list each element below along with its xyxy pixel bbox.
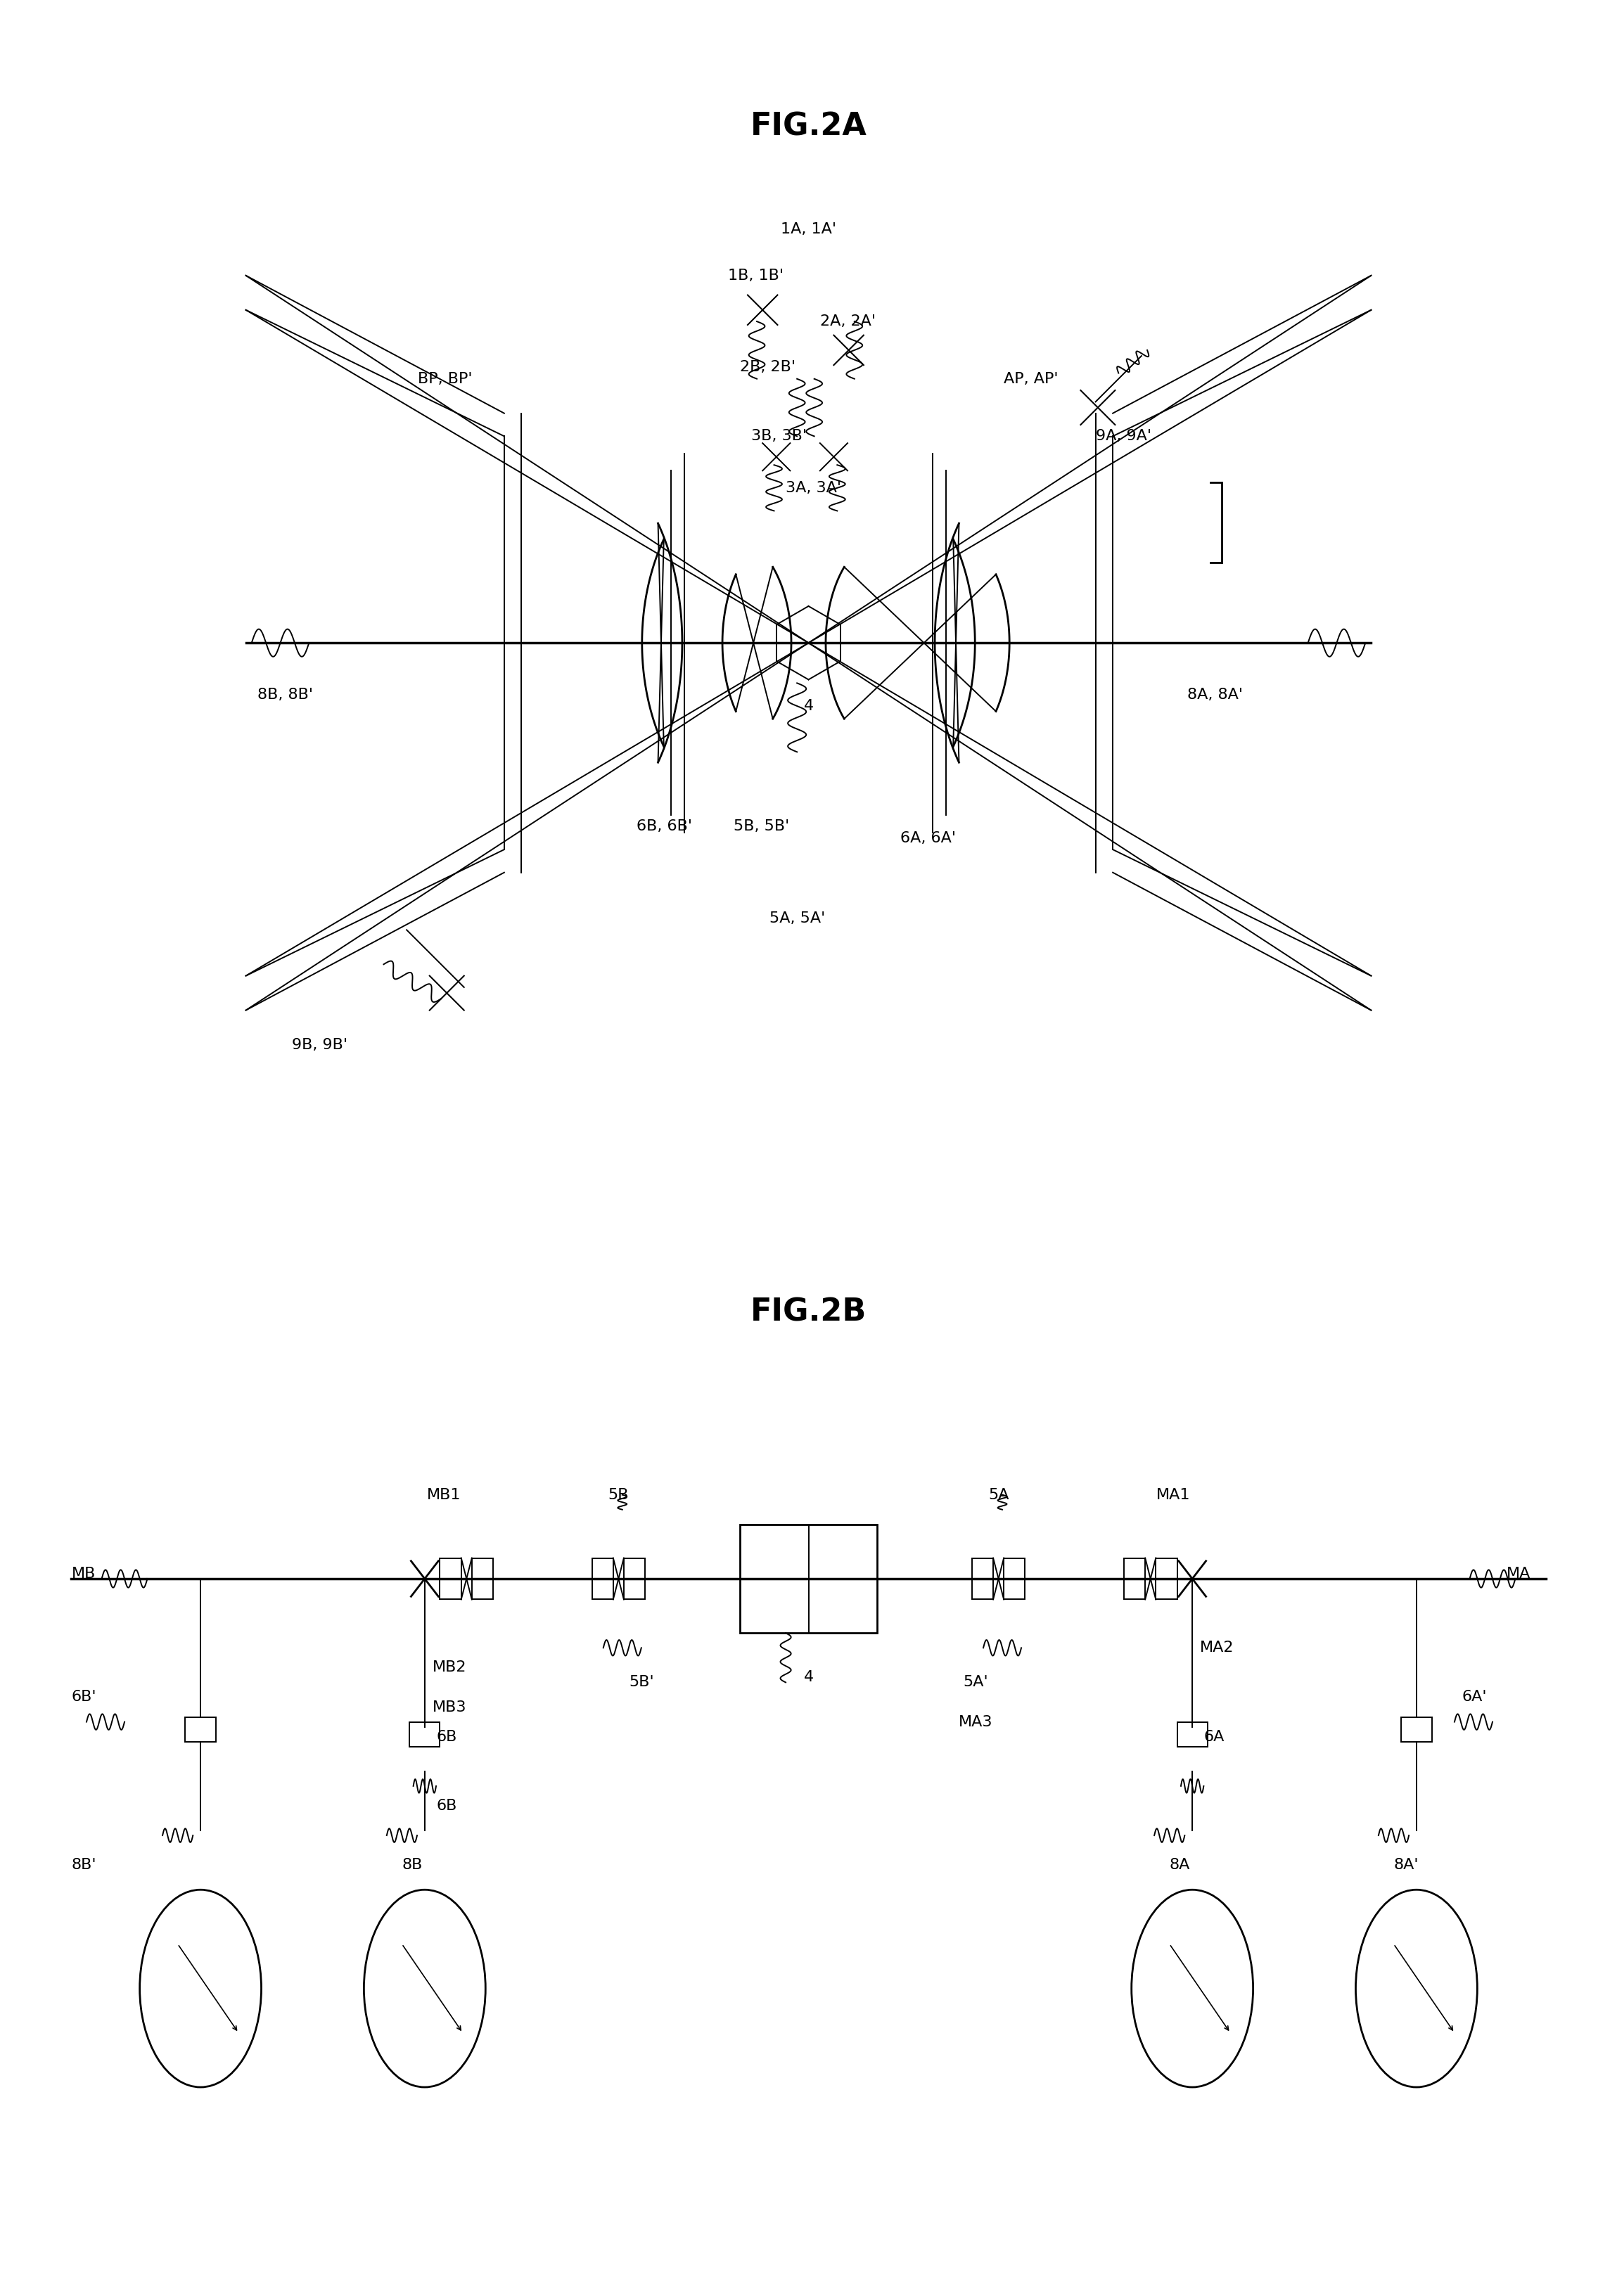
Ellipse shape [1132, 1890, 1253, 2087]
Text: BP, BP': BP, BP' [419, 372, 472, 386]
Text: MA: MA [1507, 1566, 1530, 1582]
Text: 8A': 8A' [1394, 1857, 1418, 1871]
Bar [186, 1717, 215, 1743]
Bar [409, 1722, 440, 1747]
Text: 6A: 6A [1203, 1729, 1224, 1743]
Bar [1177, 1722, 1208, 1747]
Bar [741, 1525, 876, 1632]
Text: AP, AP': AP, AP' [1004, 372, 1058, 386]
Bar [592, 1559, 613, 1600]
Text: MB: MB [71, 1566, 95, 1582]
Ellipse shape [364, 1890, 485, 2087]
Text: MB2: MB2 [432, 1660, 466, 1674]
Text: FIG.2B: FIG.2B [750, 1297, 867, 1327]
Text: 3B, 3B': 3B, 3B' [750, 429, 807, 443]
Text: 5A: 5A [988, 1488, 1009, 1502]
Text: 6B: 6B [437, 1798, 456, 1814]
Ellipse shape [139, 1890, 262, 2087]
Text: 8A: 8A [1169, 1857, 1190, 1871]
Bar [1156, 1559, 1177, 1600]
Bar [472, 1559, 493, 1600]
Text: 2A, 2A': 2A, 2A' [820, 315, 875, 328]
Text: MB1: MB1 [427, 1488, 461, 1502]
Text: MB3: MB3 [432, 1699, 466, 1715]
Text: 5B: 5B [608, 1488, 629, 1502]
Ellipse shape [1355, 1890, 1478, 2087]
Text: 1B, 1B': 1B, 1B' [728, 269, 784, 282]
Text: 5A': 5A' [964, 1676, 988, 1690]
Text: 8A, 8A': 8A, 8A' [1187, 687, 1243, 703]
Text: 5B': 5B' [629, 1676, 653, 1690]
Bar [972, 1559, 993, 1600]
Bar [1004, 1559, 1025, 1600]
Text: 5B, 5B': 5B, 5B' [734, 820, 789, 833]
Text: 1A, 1A': 1A, 1A' [781, 223, 836, 236]
Text: 5A, 5A': 5A, 5A' [770, 912, 825, 925]
Bar [1402, 1717, 1431, 1743]
Text: 8B: 8B [403, 1857, 422, 1871]
Bar [624, 1559, 645, 1600]
Text: 8B, 8B': 8B, 8B' [257, 687, 314, 703]
Text: MA2: MA2 [1200, 1642, 1234, 1655]
Text: FIG.2A: FIG.2A [750, 110, 867, 142]
Text: 9A, 9A': 9A, 9A' [1096, 429, 1151, 443]
Text: 8B': 8B' [71, 1857, 97, 1871]
Text: 6B: 6B [437, 1729, 456, 1743]
Text: 2B, 2B': 2B, 2B' [739, 360, 796, 374]
Text: 6A, 6A': 6A, 6A' [901, 831, 956, 845]
Text: MA1: MA1 [1156, 1488, 1190, 1502]
Text: 3A, 3A': 3A, 3A' [786, 480, 841, 496]
Text: 4: 4 [804, 1671, 813, 1685]
Text: 6A': 6A' [1462, 1690, 1488, 1704]
Text: 9B, 9B': 9B, 9B' [291, 1038, 348, 1052]
Text: 6B, 6B': 6B, 6B' [635, 820, 692, 833]
Text: 6B': 6B' [71, 1690, 97, 1704]
Bar [1124, 1559, 1145, 1600]
Text: 4: 4 [804, 698, 813, 714]
Text: MA3: MA3 [959, 1715, 993, 1729]
Bar [440, 1559, 461, 1600]
